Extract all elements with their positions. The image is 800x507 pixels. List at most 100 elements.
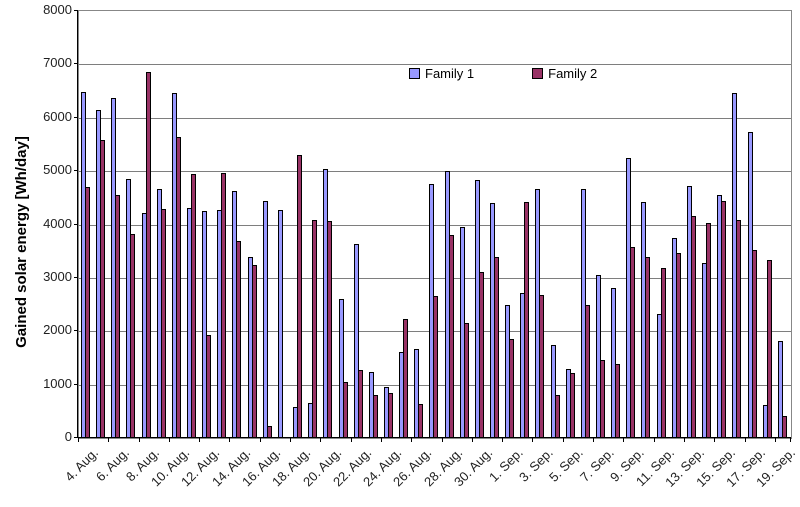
y-tick-label-8000: 8000 <box>43 2 72 17</box>
x-axis-line <box>74 437 791 438</box>
bar-family-2-24-Aug <box>387 393 393 438</box>
legend: Family 1 Family 2 <box>409 64 597 82</box>
x-tick-mark <box>774 438 776 442</box>
bar-family-2-17-Sep <box>751 249 757 438</box>
x-tick-mark <box>259 438 261 442</box>
family-1-swatch-icon <box>409 67 420 79</box>
x-tick-mark <box>168 438 170 442</box>
x-tick-mark <box>78 438 79 442</box>
x-tick-mark <box>138 438 140 442</box>
x-tick-label-5-Sep: 5. Sep. <box>546 445 587 485</box>
y-tick-label-7000: 7000 <box>43 55 72 71</box>
x-tick-mark <box>229 438 231 442</box>
x-tick-label-7-Sep: 7. Sep. <box>576 445 617 485</box>
x-tick-mark <box>502 438 504 442</box>
bar-family-2-5-Sep <box>569 372 575 438</box>
bar-family-2-19-Aug <box>312 220 318 438</box>
y-tick-mark <box>74 63 78 65</box>
y-tick-mark <box>74 223 78 225</box>
bar-family-2-21-Aug <box>342 382 348 438</box>
x-tick-mark <box>593 438 595 442</box>
x-tick-label-6-Aug: 6. Aug. <box>92 445 132 485</box>
legend-entry-family-2: Family 2 <box>532 64 597 82</box>
x-tick-mark <box>562 438 564 442</box>
x-tick-mark <box>411 438 413 442</box>
x-tick-mark <box>471 438 473 442</box>
bar-family-2-10-Aug <box>175 136 181 438</box>
y-tick-label-3000: 3000 <box>43 268 72 284</box>
bar-family-2-16-Sep <box>736 219 742 438</box>
bar-family-2-22-Aug <box>357 370 363 438</box>
bar-family-2-12-Aug <box>206 334 212 438</box>
x-tick-mark <box>199 438 201 442</box>
bar-family-2-5-Aug <box>100 139 106 438</box>
bar-family-2-31-Aug <box>493 256 499 438</box>
bar-family-2-13-Sep <box>690 216 696 438</box>
bar-family-2-23-Aug <box>372 395 378 438</box>
bar-family-2-27-Aug <box>433 296 439 438</box>
x-tick-mark <box>653 438 655 442</box>
bar-family-2-18-Sep <box>766 259 772 438</box>
y-tick-mark <box>74 383 78 385</box>
bar-family-2-14-Aug <box>236 241 242 438</box>
x-tick-label-4-Aug: 4. Aug. <box>62 445 102 485</box>
x-tick-mark <box>441 438 443 442</box>
bar-family-2-13-Aug <box>221 173 227 438</box>
bar-family-2-11-Sep <box>660 267 666 438</box>
legend-label-family-2: Family 2 <box>548 65 598 81</box>
bar-family-2-11-Aug <box>191 173 196 438</box>
plot-area: Family 1 Family 2 <box>78 10 792 439</box>
x-tick-mark <box>790 438 791 442</box>
bar-family-1-17-Aug <box>277 210 283 438</box>
x-tick-mark <box>380 438 382 442</box>
gridline-3000 <box>79 277 791 279</box>
x-tick-mark <box>350 438 352 442</box>
x-tick-mark <box>623 438 625 442</box>
bar-family-1-16-Aug <box>262 201 268 438</box>
bar-family-2-9-Aug <box>160 209 166 438</box>
x-tick-mark <box>714 438 716 442</box>
y-tick-label-2000: 2000 <box>43 322 72 338</box>
x-tick-mark <box>683 438 685 442</box>
bar-family-2-10-Sep <box>645 257 651 438</box>
y-tick-label-6000: 6000 <box>43 108 72 124</box>
bar-family-2-15-Aug <box>251 265 257 438</box>
bar-family-2-19-Sep <box>781 416 787 438</box>
x-tick-mark <box>532 438 534 442</box>
x-tick-mark <box>744 438 746 442</box>
legend-entry-family-1: Family 1 <box>409 64 474 82</box>
bar-family-2-18-Aug <box>297 155 303 438</box>
bar-family-2-7-Sep <box>600 360 606 438</box>
bar-family-2-4-Sep <box>554 394 560 438</box>
bar-family-2-28-Aug <box>448 234 454 438</box>
bar-family-2-15-Sep <box>721 201 727 438</box>
gridline-6000 <box>79 117 791 119</box>
bar-family-2-20-Aug <box>327 220 333 438</box>
bar-family-2-3-Sep <box>539 294 545 438</box>
bar-family-2-30-Aug <box>478 272 484 438</box>
gridline-7000 <box>79 64 791 66</box>
bar-family-2-4-Aug <box>84 187 90 438</box>
x-tick-label-1-Sep: 1. Sep. <box>485 445 526 485</box>
y-tick-mark <box>74 10 78 11</box>
bar-family-2-2-Sep <box>524 202 530 438</box>
y-tick-mark <box>74 116 78 118</box>
bar-family-2-6-Aug <box>115 195 121 438</box>
bar-family-2-26-Aug <box>418 403 424 438</box>
gridline-5000 <box>79 171 791 173</box>
bar-family-2-12-Sep <box>675 252 681 438</box>
bar-family-2-8-Sep <box>615 364 621 438</box>
family-2-swatch-icon <box>532 67 544 79</box>
y-tick-mark <box>74 170 78 172</box>
y-tick-mark <box>74 330 78 332</box>
bar-family-2-9-Sep <box>630 246 636 438</box>
y-tick-mark <box>74 437 78 438</box>
y-tick-mark <box>74 276 78 278</box>
x-tick-mark <box>290 438 292 442</box>
gridline-4000 <box>79 224 791 226</box>
bar-family-2-8-Aug <box>145 72 151 438</box>
y-tick-label-0: 0 <box>64 429 72 444</box>
y-tick-label-4000: 4000 <box>43 215 72 231</box>
legend-label-family-1: Family 1 <box>425 65 475 81</box>
